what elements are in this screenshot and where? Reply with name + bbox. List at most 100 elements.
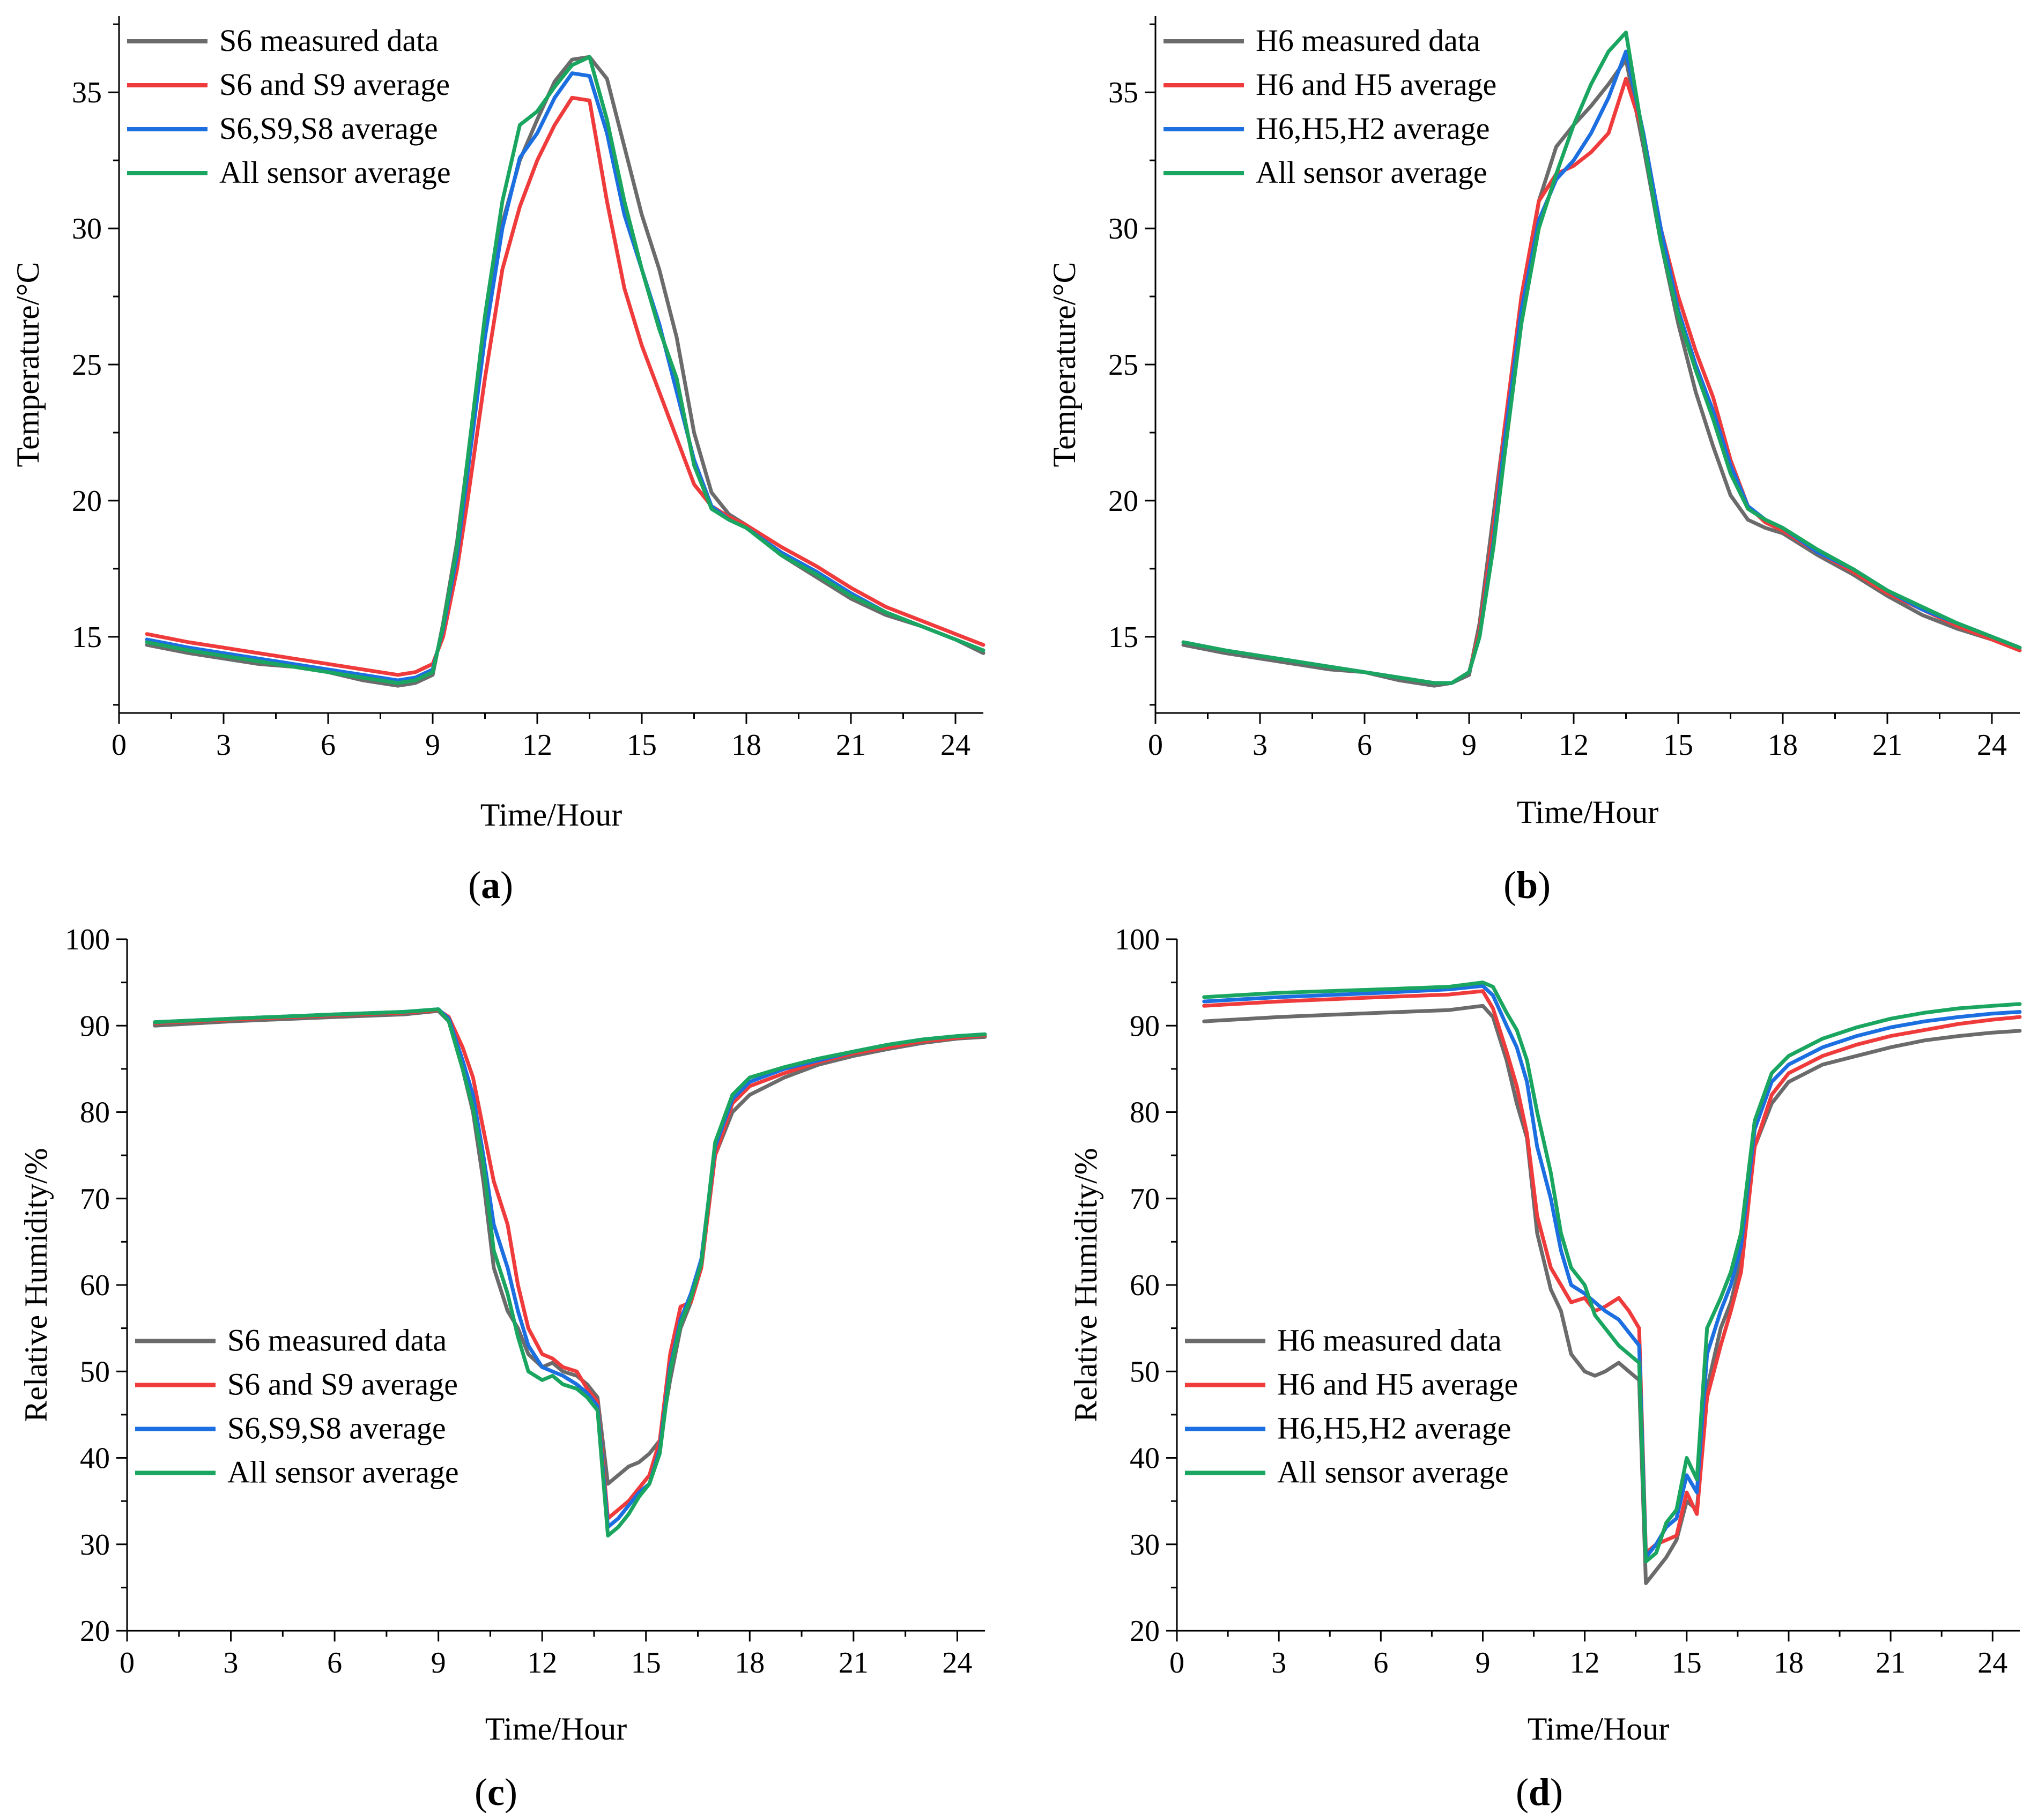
x-tick-label: 18 [731,729,761,762]
legend-label: H6 measured data [1256,23,1480,58]
x-tick-label: 9 [431,1646,446,1680]
y-tick-label: 30 [1108,212,1138,246]
y-axis-label: Relative Humidity/% [1068,1148,1103,1422]
x-tick-label: 0 [120,1646,135,1680]
x-tick-label: 15 [1672,1646,1702,1680]
panel-b: 0 3 6 9 12 15 18 21 24 15 20 25 30 35 Time/Hour Tempera… [1047,16,2022,907]
panel-c: 0 3 6 9 12 15 18 21 24 20 30 40 50 60 70 80 90 100 Time/Ho… [18,923,987,1814]
legend-label: S6 and S9 average [219,67,450,102]
x-tick-label: 3 [216,729,231,762]
legend-label: H6,H5,H2 average [1277,1411,1511,1446]
y-tick-label: 60 [80,1269,110,1302]
legend-label: S6,S9,S8 average [219,111,438,146]
x-axis-label: Time/Hour [485,1711,627,1747]
y-tick-label: 25 [72,348,102,382]
legend-label: H6 and H5 average [1256,67,1496,102]
y-axis-label: Temperature/°C [1047,262,1082,467]
panel-d: 0 3 6 9 12 15 18 21 24 20 30 40 50 60 70 80 90 100 Time/Ho… [1068,923,2022,1814]
series-line-gray [1202,1004,2022,1585]
panel-label: (a) [468,864,513,907]
series-line-blue [153,1007,987,1529]
x-tick-label: 15 [631,1646,661,1680]
y-axis-label: Temperature/°C [10,262,46,467]
x-tick-label: 18 [735,1646,765,1680]
y-tick-label: 90 [1130,1009,1160,1043]
legend-label: S6,S9,S8 average [227,1411,446,1446]
x-tick-label: 6 [327,1646,342,1680]
x-tick-label: 21 [1876,1646,1906,1680]
legend-label: H6 measured data [1277,1323,1502,1358]
y-tick-label: 60 [1130,1269,1160,1302]
y-tick-label: 40 [80,1442,110,1475]
x-tick-label: 15 [1663,729,1693,762]
legend-label: S6 measured data [219,23,439,58]
x-tick-label: 18 [1774,1646,1804,1680]
x-axis-label: Time/Hour [1517,794,1659,830]
x-tick-label: 9 [1475,1646,1490,1680]
legend-label: H6,H5,H2 average [1256,111,1489,146]
x-tick-label: 3 [1271,1646,1286,1680]
y-tick-label: 80 [1130,1096,1160,1130]
x-tick-label: 6 [1373,1646,1388,1680]
x-tick-label: 12 [522,729,552,762]
x-tick-label: 21 [836,729,866,762]
series-line-green [1202,980,2022,1564]
legend-label: S6 and S9 average [227,1367,458,1402]
panel-label: (b) [1503,864,1551,907]
x-tick-label: 24 [1977,729,2007,762]
y-tick-label: 80 [80,1096,110,1130]
x-tick-label: 24 [942,1646,972,1680]
y-tick-label: 20 [80,1615,110,1648]
x-tick-label: 3 [224,1646,239,1680]
series-line-gray [1181,57,2022,688]
y-tick-label: 100 [1115,923,1160,956]
x-tick-label: 9 [425,729,440,762]
legend-label: All sensor average [1256,155,1487,190]
y-tick-label: 35 [72,76,102,109]
legend-label: All sensor average [1277,1455,1509,1490]
y-tick-label: 30 [72,212,102,246]
series-line-green [145,55,985,685]
x-tick-label: 0 [1169,1646,1184,1680]
y-tick-label: 90 [80,1009,110,1043]
y-tick-label: 100 [65,923,110,956]
x-tick-label: 24 [1977,1646,2007,1680]
x-tick-label: 3 [1253,729,1268,762]
x-tick-label: 6 [1357,729,1372,762]
legend-label: All sensor average [219,155,451,190]
y-tick-label: 35 [1108,76,1138,109]
panel-label: (d) [1516,1771,1563,1814]
y-tick-label: 25 [1108,348,1138,382]
series-line-blue [145,71,985,682]
y-tick-label: 70 [80,1183,110,1216]
y-tick-label: 20 [1130,1615,1160,1648]
x-tick-label: 12 [1559,729,1589,762]
x-axis-label: Time/Hour [1528,1711,1670,1747]
y-tick-label: 20 [1108,485,1138,518]
y-tick-label: 15 [1108,621,1138,654]
legend-label: H6 and H5 average [1277,1367,1518,1402]
y-tick-label: 20 [72,485,102,518]
x-tick-label: 6 [321,729,336,762]
series-line-blue [1181,49,2022,685]
x-tick-label: 21 [1872,729,1902,762]
y-tick-label: 30 [80,1528,110,1562]
x-tick-label: 12 [1570,1646,1600,1680]
x-tick-label: 18 [1768,729,1798,762]
x-tick-label: 9 [1462,729,1477,762]
x-tick-label: 0 [1148,729,1163,762]
y-tick-label: 70 [1130,1183,1160,1216]
x-tick-label: 0 [112,729,127,762]
x-tick-label: 24 [940,729,970,762]
series-line-green [1181,31,2022,685]
x-tick-label: 21 [839,1646,869,1680]
y-axis-label: Relative Humidity/% [18,1148,54,1422]
y-tick-label: 50 [80,1355,110,1388]
y-tick-label: 50 [1130,1355,1160,1388]
y-tick-label: 30 [1130,1528,1160,1562]
x-tick-label: 12 [527,1646,557,1680]
panel-a: 0 3 6 9 12 15 18 21 24 15 20 25 30 35 Time/Hour Tempera… [10,16,985,907]
panel-label: (c) [475,1771,517,1814]
legend-label: All sensor average [227,1455,459,1490]
